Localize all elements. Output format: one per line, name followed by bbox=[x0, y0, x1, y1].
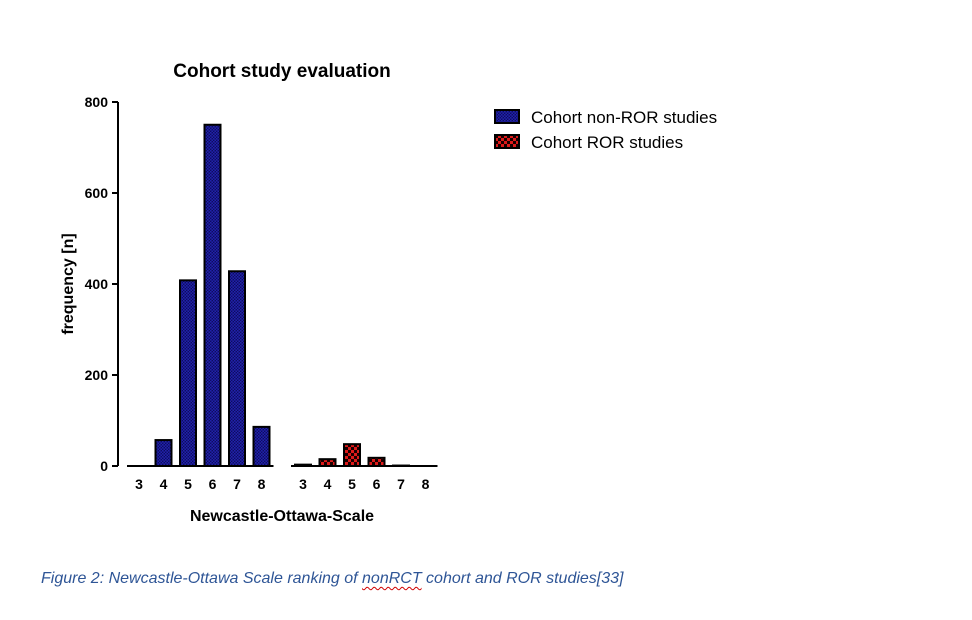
y-axis: 0 200 400 600 800 bbox=[85, 94, 119, 474]
y-tick-label: 400 bbox=[85, 276, 109, 292]
legend: Cohort non-ROR studies Cohort ROR studies bbox=[494, 108, 717, 152]
y-tick-label: 800 bbox=[85, 94, 109, 110]
caption-text-start: Figure 2: Newcastle-Ottawa Scale ranking… bbox=[41, 570, 363, 587]
x-tick-label: 7 bbox=[397, 476, 405, 492]
x-tick-label: 5 bbox=[184, 476, 192, 492]
bar bbox=[343, 443, 361, 468]
chart-title: Cohort study evaluation bbox=[173, 61, 390, 82]
legend-label: Cohort non-ROR studies bbox=[531, 108, 717, 127]
legend-swatch bbox=[494, 109, 520, 124]
x-tick-label: 7 bbox=[233, 476, 241, 492]
x-tick-label: 8 bbox=[258, 476, 266, 492]
bar bbox=[367, 456, 386, 467]
caption-text-end: cohort and ROR studies[33] bbox=[421, 570, 624, 587]
legend-label: Cohort ROR studies bbox=[531, 133, 683, 152]
x-tick-label: 5 bbox=[348, 476, 356, 492]
x-tick-label: 4 bbox=[324, 476, 332, 492]
y-tick-label: 200 bbox=[85, 367, 109, 383]
x-tick-label: 3 bbox=[135, 476, 143, 492]
x-tick-label: 3 bbox=[299, 476, 307, 492]
bar bbox=[154, 439, 173, 468]
x-tick-label: 6 bbox=[373, 476, 381, 492]
legend-swatch bbox=[494, 134, 520, 149]
bar bbox=[179, 279, 197, 467]
x-tick-label: 4 bbox=[160, 476, 168, 492]
x-tick-label: 8 bbox=[422, 476, 430, 492]
bar bbox=[228, 270, 246, 468]
y-axis-label: frequency [n] bbox=[60, 233, 77, 334]
figure-caption: Figure 2: Newcastle-Ottawa Scale ranking… bbox=[41, 570, 624, 588]
x-tick-label: 6 bbox=[209, 476, 217, 492]
bar bbox=[252, 425, 271, 467]
x-axis-label: Newcastle-Ottawa-Scale bbox=[190, 508, 374, 525]
y-tick-label: 600 bbox=[85, 185, 109, 201]
bar bbox=[318, 458, 337, 467]
bars bbox=[154, 123, 410, 468]
caption-marked-word: nonRCT bbox=[362, 570, 422, 587]
y-tick-label: 0 bbox=[100, 458, 108, 474]
bar bbox=[203, 123, 222, 467]
